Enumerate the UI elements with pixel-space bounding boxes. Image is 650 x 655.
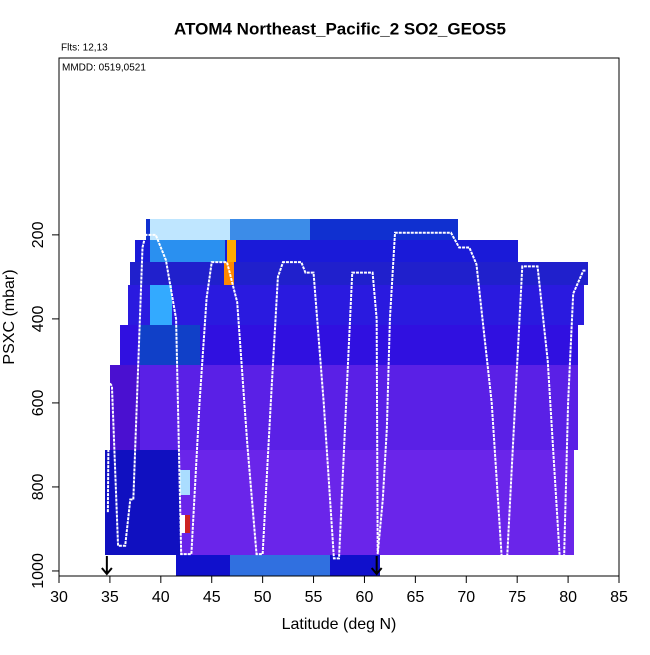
x-tick-label: 80 (559, 589, 577, 606)
x-tick-label: 40 (152, 589, 170, 606)
x-tick-label: 45 (203, 589, 221, 606)
x-tick-label: 65 (406, 589, 424, 606)
y-tick-label: 600 (30, 389, 47, 416)
arrow-marker (370, 556, 383, 576)
x-tick-label: 70 (457, 589, 475, 606)
arrow-marker (101, 556, 113, 576)
x-axis-label: Latitude (deg N) (282, 616, 397, 633)
y-tick-label: 200 (30, 221, 47, 248)
x-tick-label: 30 (50, 589, 68, 606)
y-tick-label: 800 (30, 473, 47, 500)
x-tick-label: 85 (610, 589, 628, 606)
x-tick-label: 35 (101, 589, 119, 606)
x-tick-label: 75 (508, 589, 526, 606)
curtain-heatmap (105, 219, 588, 576)
chart-title: ATOM4 Northeast_Pacific_2 SO2_GEOS5 (174, 19, 506, 38)
flight-track (106, 231, 587, 562)
x-tick-label: 60 (356, 589, 374, 606)
x-tick-label: 50 (254, 589, 272, 606)
annotation: Flts: 12,13 (61, 43, 108, 54)
plot-frame (58, 57, 620, 577)
y-tick-label: 1000 (30, 553, 47, 589)
y-tick-label: 400 (30, 305, 47, 332)
x-tick-label: 55 (305, 589, 323, 606)
annotation: MMDD: 0519,0521 (62, 63, 146, 74)
y-axis-label: PSXC (mbar) (1, 269, 18, 364)
